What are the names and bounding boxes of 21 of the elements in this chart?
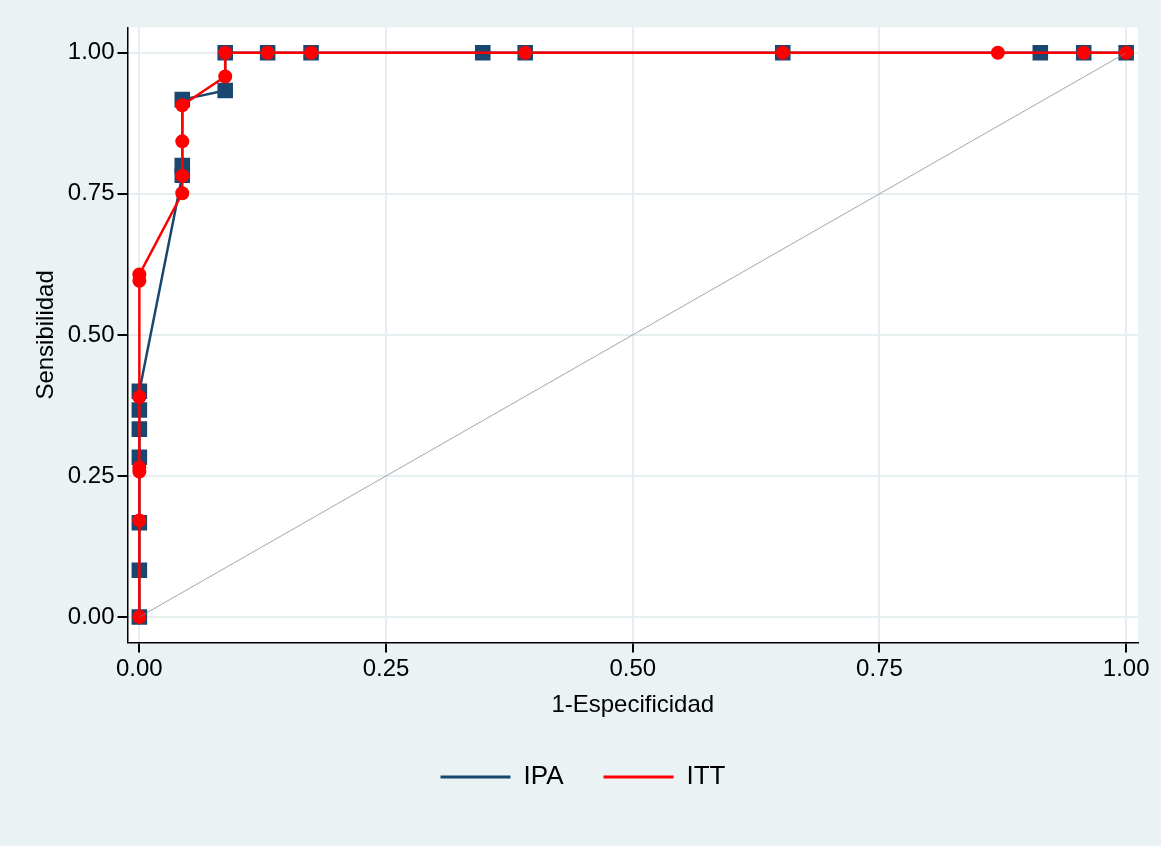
point	[175, 98, 190, 113]
x-tick-label: 0.75	[856, 654, 903, 682]
point	[990, 45, 1005, 60]
x-tick-label: 0.50	[609, 654, 657, 682]
x-tick-label: 1.00	[1102, 654, 1150, 682]
x-tick-label: 0.00	[115, 654, 163, 682]
y-tick-label: 1.00	[67, 37, 115, 65]
y-axis-title: Sensibilidad	[31, 270, 59, 400]
point	[175, 186, 190, 201]
y-tick-label: 0.50	[67, 319, 115, 347]
point	[218, 69, 233, 84]
legend-label: IPA	[523, 760, 565, 791]
y-tick-label: 0.00	[67, 601, 115, 629]
x-axis-title: 1-Especificidad	[551, 690, 715, 718]
x-tick-label: 0.25	[362, 654, 410, 682]
point	[217, 82, 233, 99]
y-tick-label: 0.75	[67, 178, 115, 206]
legend-label: ITT	[686, 760, 726, 791]
point	[132, 389, 147, 404]
y-tick-label: 0.25	[67, 460, 115, 488]
point	[175, 134, 190, 149]
